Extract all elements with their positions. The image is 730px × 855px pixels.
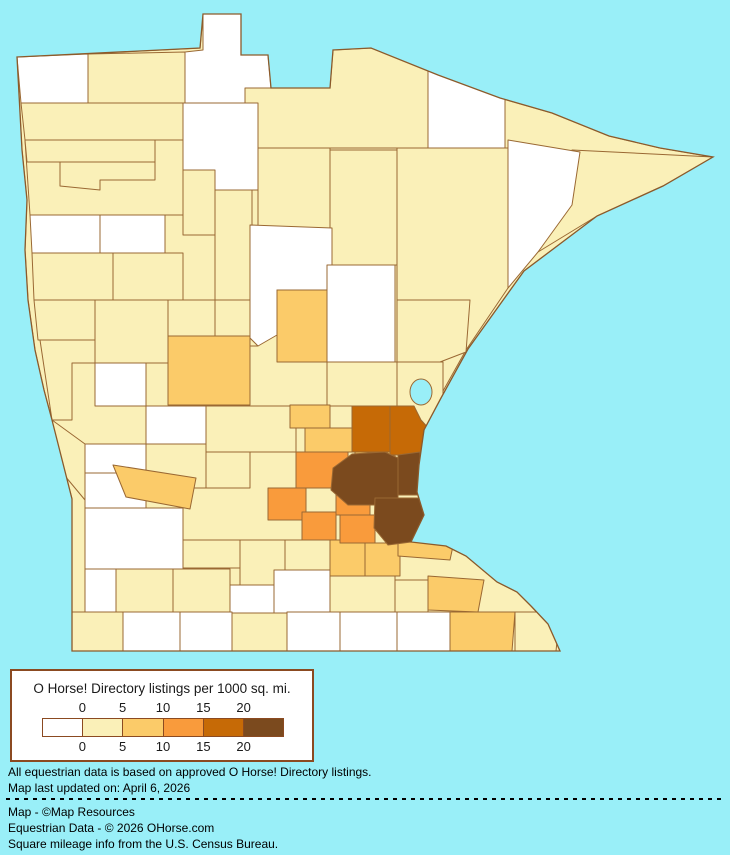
counties-layer [17,14,713,651]
legend-color-bar [42,718,285,737]
county-scott [339,514,376,544]
credit-equestrian-data: Equestrian Data - © 2026 OHorse.com [8,821,215,835]
county-otter-tail [94,299,169,364]
legend-tick-label: 0 [78,700,86,715]
legend-swatch-2 [122,718,164,737]
county-lyon [84,507,184,570]
county-morrison [167,335,251,406]
county-aitkin [326,264,396,363]
county-freeborn [339,611,398,651]
legend-tick-label: 15 [196,739,211,754]
legend-tick-label: 15 [196,700,211,715]
county-red-lake [59,161,156,191]
county-ramsey [397,451,426,496]
county-rice [364,542,401,577]
county-nobles [122,611,181,651]
legend-tick-label: 10 [155,700,171,715]
county-brown [179,539,241,569]
county-stevens [145,405,207,445]
county-nicollet [284,539,331,571]
county-steele [329,575,396,613]
county-jackson [179,611,233,651]
county-kittson [17,53,89,104]
county-meeker [205,451,251,489]
county-todd [167,299,216,337]
legend-swatch-0 [42,718,84,737]
county-waseca [273,569,331,614]
county-koochiching [244,47,429,149]
county-mahnomen [99,214,166,254]
county-benton [289,404,331,429]
legend-title: O Horse! Directory listings per 1000 sq.… [33,681,291,696]
county-washington [419,451,441,501]
county-olmsted [396,611,451,651]
county-dodge [394,579,429,613]
county-rock [71,611,124,651]
legend-swatch-3 [162,718,204,737]
note-data-source: All equestrian data is based on approved… [8,765,372,779]
legend-tick-label: 5 [119,739,127,754]
dashed-separator [6,798,722,800]
county-hubbard [214,189,253,301]
county-itasca-east [329,149,398,266]
county-becker [112,252,184,301]
county-pennington [24,139,156,163]
credit-map: Map - ©Map Resources [8,805,135,819]
credit-square-mileage: Square mileage info from the U.S. Census… [8,837,279,851]
county-watonwan [229,584,275,614]
county-marshall [20,102,186,141]
county-wabasha [427,575,485,613]
legend-tick-label: 20 [236,700,251,715]
legend-tick-label: 5 [119,700,127,715]
legend-tick-label: 10 [155,739,171,754]
county-pipestone [84,568,117,613]
county-norman [29,214,101,254]
county-grant [94,362,147,407]
county-le-sueur [329,539,366,577]
county-winona [449,611,516,651]
county-sibley [301,511,337,541]
county-stearns [205,405,297,453]
county-houston [514,611,561,651]
minnesota-map-svg [16,13,715,652]
county-beltrami [182,102,259,191]
legend-swatch-5 [242,718,285,737]
legend-box: O Horse! Directory listings per 1000 sq.… [10,669,314,762]
county-faribault [286,611,341,651]
county-clearwater [182,169,216,236]
county-isanti [351,405,391,453]
county-cottonwood [115,568,174,613]
county-wilkin [33,299,96,341]
county-carlton [396,299,471,363]
county-martin [172,568,231,613]
legend-ticks-bottom: 0 5 10 15 20 [12,739,312,754]
county-st-louis-north [427,63,506,149]
legend-ticks-top: 0 5 10 15 20 [12,700,312,715]
mille-lacs-lake [409,378,433,406]
note-last-updated: Map last updated on: April 6, 2026 [8,781,191,795]
county-mcleod [267,487,307,521]
county-lake [507,139,581,289]
legend-swatch-4 [202,718,244,737]
county-kanabec [326,361,398,407]
county-sherburne [304,427,356,453]
county-renville [112,464,197,510]
legend-swatch-1 [82,718,124,737]
county-dakota [373,497,439,546]
legend-tick-label: 0 [78,739,86,754]
state-outline [16,13,715,652]
county-mille-lacs [276,289,328,363]
county-roseau [87,51,186,104]
county-jackson-south [231,611,288,651]
county-clay [31,252,114,301]
county-itasca [257,147,331,233]
legend-tick-label: 20 [236,739,251,754]
minnesota-county-map [16,13,715,652]
